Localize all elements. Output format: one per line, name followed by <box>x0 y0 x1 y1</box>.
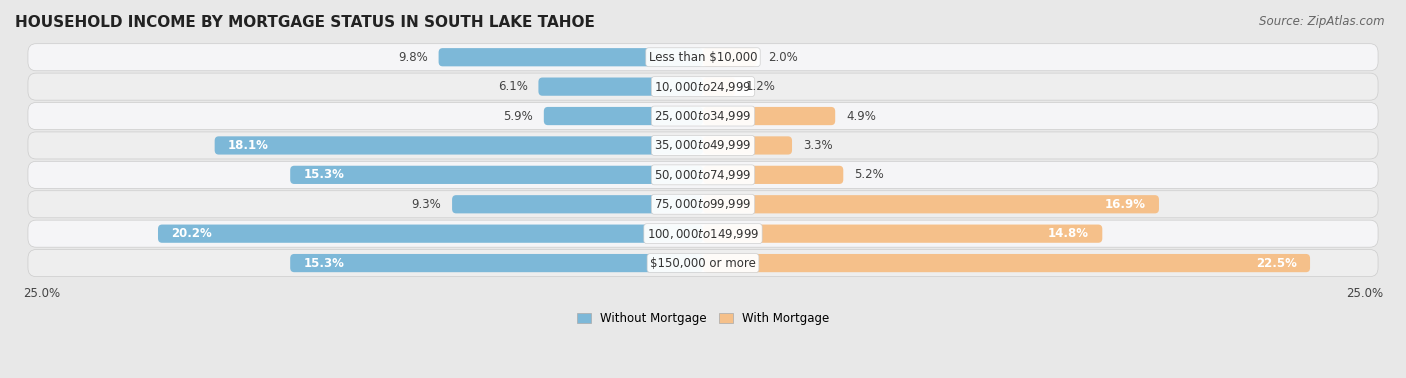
FancyBboxPatch shape <box>157 225 703 243</box>
FancyBboxPatch shape <box>703 195 1159 213</box>
Text: $10,000 to $24,999: $10,000 to $24,999 <box>654 80 752 94</box>
Text: 25.0%: 25.0% <box>1346 287 1384 300</box>
Text: $100,000 to $149,999: $100,000 to $149,999 <box>647 227 759 241</box>
FancyBboxPatch shape <box>703 136 792 155</box>
Text: 16.9%: 16.9% <box>1105 198 1146 211</box>
FancyBboxPatch shape <box>290 254 703 272</box>
Legend: Without Mortgage, With Mortgage: Without Mortgage, With Mortgage <box>572 308 834 330</box>
Text: 9.8%: 9.8% <box>398 51 427 64</box>
Text: $75,000 to $99,999: $75,000 to $99,999 <box>654 197 752 211</box>
FancyBboxPatch shape <box>28 161 1378 188</box>
FancyBboxPatch shape <box>703 225 1102 243</box>
FancyBboxPatch shape <box>703 107 835 125</box>
Text: 3.3%: 3.3% <box>803 139 832 152</box>
Text: Less than $10,000: Less than $10,000 <box>648 51 758 64</box>
Text: $35,000 to $49,999: $35,000 to $49,999 <box>654 138 752 152</box>
Text: 14.8%: 14.8% <box>1047 227 1088 240</box>
Text: $150,000 or more: $150,000 or more <box>650 257 756 270</box>
Text: 15.3%: 15.3% <box>304 257 344 270</box>
FancyBboxPatch shape <box>439 48 703 67</box>
FancyBboxPatch shape <box>28 191 1378 218</box>
FancyBboxPatch shape <box>28 220 1378 247</box>
Text: 9.3%: 9.3% <box>412 198 441 211</box>
FancyBboxPatch shape <box>703 48 756 67</box>
FancyBboxPatch shape <box>28 44 1378 71</box>
FancyBboxPatch shape <box>544 107 703 125</box>
FancyBboxPatch shape <box>28 249 1378 277</box>
FancyBboxPatch shape <box>703 77 735 96</box>
Text: $50,000 to $74,999: $50,000 to $74,999 <box>654 168 752 182</box>
FancyBboxPatch shape <box>703 166 844 184</box>
Text: HOUSEHOLD INCOME BY MORTGAGE STATUS IN SOUTH LAKE TAHOE: HOUSEHOLD INCOME BY MORTGAGE STATUS IN S… <box>15 15 595 30</box>
FancyBboxPatch shape <box>28 102 1378 130</box>
Text: Source: ZipAtlas.com: Source: ZipAtlas.com <box>1260 15 1385 28</box>
Text: 20.2%: 20.2% <box>172 227 212 240</box>
FancyBboxPatch shape <box>703 254 1310 272</box>
Text: 25.0%: 25.0% <box>22 287 60 300</box>
FancyBboxPatch shape <box>215 136 703 155</box>
Text: 18.1%: 18.1% <box>228 139 269 152</box>
Text: 2.0%: 2.0% <box>768 51 797 64</box>
FancyBboxPatch shape <box>28 73 1378 100</box>
Text: 1.2%: 1.2% <box>747 80 776 93</box>
FancyBboxPatch shape <box>290 166 703 184</box>
Text: $25,000 to $34,999: $25,000 to $34,999 <box>654 109 752 123</box>
Text: 5.2%: 5.2% <box>853 168 884 181</box>
FancyBboxPatch shape <box>453 195 703 213</box>
FancyBboxPatch shape <box>28 132 1378 159</box>
Text: 6.1%: 6.1% <box>498 80 527 93</box>
Text: 5.9%: 5.9% <box>503 110 533 122</box>
Text: 4.9%: 4.9% <box>846 110 876 122</box>
Text: 22.5%: 22.5% <box>1256 257 1296 270</box>
FancyBboxPatch shape <box>538 77 703 96</box>
Text: 15.3%: 15.3% <box>304 168 344 181</box>
